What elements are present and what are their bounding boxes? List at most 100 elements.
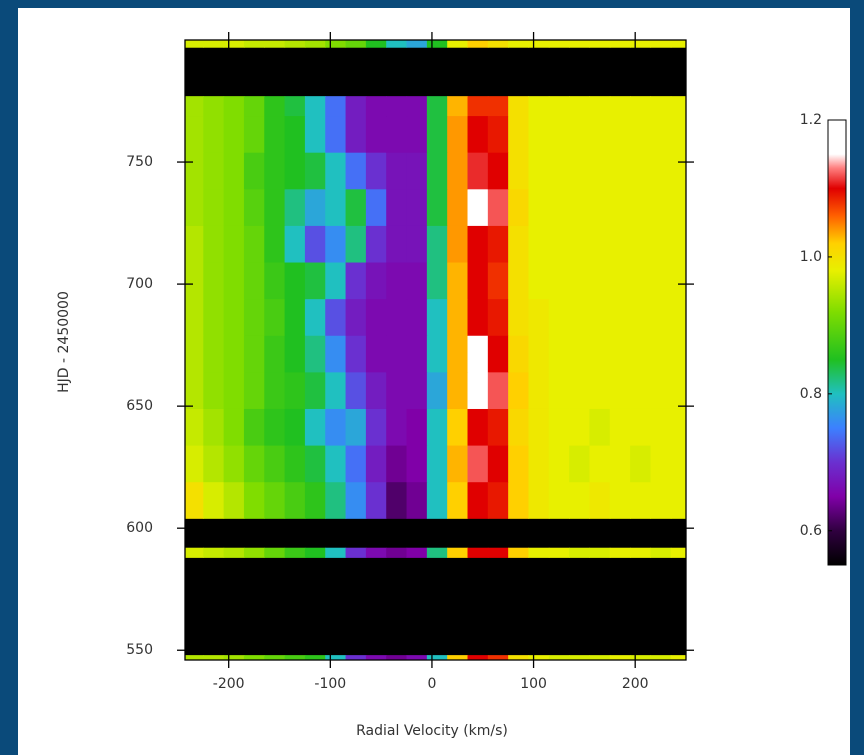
y-tick-label: 750 [126,154,153,170]
heatmap-cell [487,152,509,190]
heatmap-cell [528,655,550,660]
heatmap-cell [650,188,672,226]
heatmap-cell [345,298,367,336]
heatmap-cell [386,371,408,409]
heatmap-cell [223,96,245,117]
heatmap-cell [284,408,306,446]
heatmap-cell [243,335,265,373]
heatmap-cell [203,298,225,336]
heatmap-cell [630,298,652,336]
heatmap-cell [406,481,428,519]
heatmap-cell [528,188,550,226]
heatmap-cell [426,152,448,190]
x-tick-label: 0 [427,676,436,692]
heatmap-cell [508,188,530,226]
heatmap-cell [304,655,326,660]
heatmap-cell [185,115,204,153]
heatmap-cell [325,298,347,336]
heatmap-cell [670,262,686,300]
heatmap-cell [284,115,306,153]
heatmap-cell [528,371,550,409]
heatmap-cell [650,445,672,483]
heatmap-cell [264,655,286,660]
heatmap-cell [223,481,245,519]
heatmap-cell [365,298,387,336]
heatmap-cell [223,547,245,558]
heatmap-cell [548,40,570,48]
heatmap-cell [386,152,408,190]
heatmap-cell [447,225,469,263]
heatmap-cell [264,188,286,226]
heatmap-cell [487,298,509,336]
heatmap-cell [447,481,469,519]
heatmap-cell [345,115,367,153]
heatmap-cell [365,445,387,483]
heatmap-cell [185,188,204,226]
heatmap-cell [345,40,367,48]
heatmap-cell [426,96,448,117]
heatmap-cell [386,225,408,263]
heatmap-cell [609,408,631,446]
heatmap-cell [304,115,326,153]
heatmap-cell [203,188,225,226]
heatmap-cell [548,655,570,660]
heatmap-cell [365,371,387,409]
heatmap-cell [670,188,686,226]
heatmap-cell [650,298,672,336]
heatmap-cell [426,40,448,48]
heatmap-cell [203,225,225,263]
heatmap-cell [345,188,367,226]
heatmap-cell [630,40,652,48]
heatmap-cell [548,445,570,483]
heatmap-cell [264,152,286,190]
heatmap-cell [569,262,591,300]
heatmap-cell [426,445,448,483]
heatmap-cell [365,655,387,660]
heatmap-cell [569,445,591,483]
heatmap-cell [345,408,367,446]
heatmap-cell [406,547,428,558]
heatmap-cell [528,40,550,48]
heatmap-cell [264,481,286,519]
heatmap-cell [508,152,530,190]
heatmap-cell [650,547,672,558]
heatmap-cell [426,262,448,300]
heatmap-cell [650,115,672,153]
heatmap-cell [467,371,489,409]
heatmap-cell [386,335,408,373]
heatmap-cell [406,408,428,446]
heatmap-cell [467,152,489,190]
heatmap-cell [203,115,225,153]
heatmap-cell [670,481,686,519]
heatmap-cell [203,547,225,558]
heatmap-cell [203,655,225,660]
heatmap-cell [185,335,204,373]
heatmap-cell [426,335,448,373]
heatmap-cell [264,96,286,117]
heatmap-cell [426,188,448,226]
heatmap-cell [284,262,306,300]
heatmap-cell [589,40,611,48]
heatmap-cell [447,655,469,660]
heatmap-cell [304,40,326,48]
heatmap-cell [589,445,611,483]
heatmap-cell [609,40,631,48]
heatmap-cell [609,655,631,660]
heatmap-cell [670,115,686,153]
heatmap-cell [548,225,570,263]
heatmap-cell [223,262,245,300]
heatmap-cell [528,152,550,190]
heatmap-cell [650,481,672,519]
heatmap-cell [447,445,469,483]
heatmap-cell [406,298,428,336]
heatmap-cell [548,96,570,117]
heatmap-cell [203,96,225,117]
heatmap-cell [630,96,652,117]
heatmap-cell [467,481,489,519]
heatmap-cell [467,655,489,660]
heatmap-cell [426,481,448,519]
heatmap-cell [406,188,428,226]
heatmap-cell [609,188,631,226]
heatmap-cell [284,371,306,409]
